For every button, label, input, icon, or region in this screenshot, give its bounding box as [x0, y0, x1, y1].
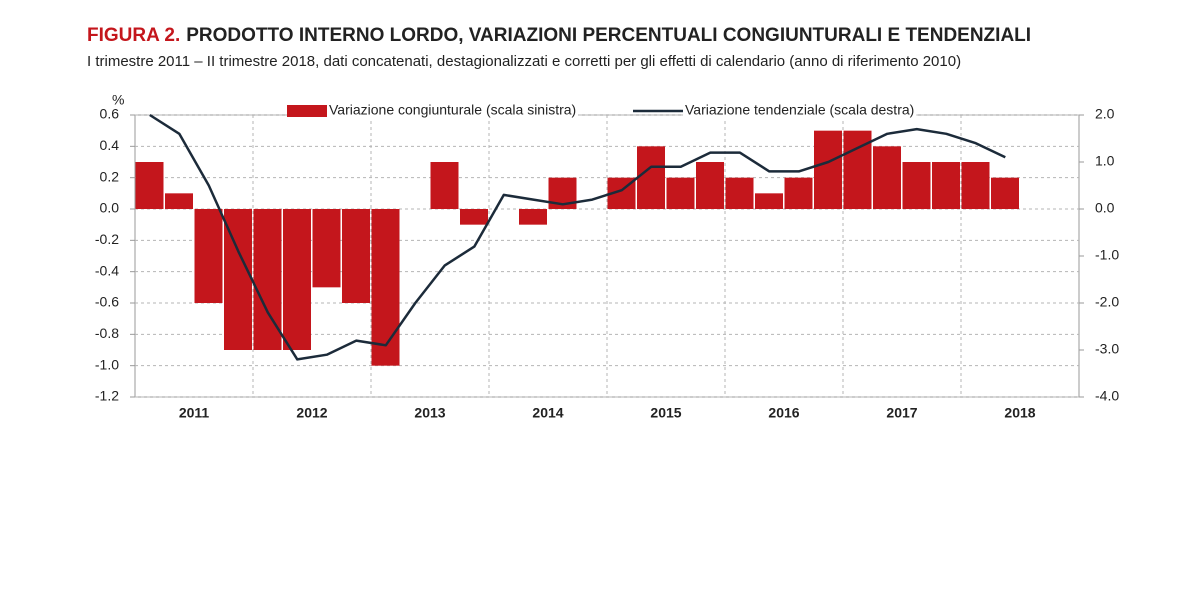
- bar: [902, 162, 931, 209]
- bar: [961, 162, 990, 209]
- bar: [460, 209, 488, 225]
- y2-tick-label: -4.0: [1095, 388, 1119, 404]
- bar: [784, 177, 813, 209]
- chart-subtitle: I trimestre 2011 – II trimestre 2018, da…: [87, 53, 961, 70]
- y-tick-label: -1.0: [95, 356, 119, 372]
- y-tick-label: -0.8: [95, 325, 119, 341]
- bar: [725, 177, 754, 209]
- legend-label: Variazione tendenziale (scala destra): [685, 102, 914, 118]
- bar: [519, 209, 547, 225]
- x-tick-label: 2016: [768, 405, 799, 421]
- bar: [165, 193, 193, 209]
- figure-label: FIGURA 2.: [87, 25, 180, 46]
- legend-bg: [683, 102, 917, 120]
- bar: [637, 146, 665, 209]
- y-tick-label: 0.4: [100, 137, 120, 153]
- bar: [755, 193, 783, 209]
- y-unit: %: [112, 92, 124, 108]
- bar: [430, 162, 459, 209]
- y-tick-label: 0.6: [100, 106, 120, 122]
- x-tick-label: 2017: [886, 405, 917, 421]
- y2-tick-label: -3.0: [1095, 341, 1119, 357]
- y-tick-label: -0.4: [95, 262, 119, 278]
- y-tick-label: -0.2: [95, 231, 119, 247]
- x-tick-label: 2012: [296, 405, 327, 421]
- legend-label: Variazione congiunturale (scala sinistra…: [329, 102, 576, 118]
- x-tick-label: 2015: [650, 405, 681, 421]
- bar: [312, 209, 341, 288]
- bar: [283, 209, 311, 350]
- bar: [666, 177, 695, 209]
- bar: [371, 209, 400, 366]
- bar: [814, 130, 842, 209]
- y2-tick-label: -1.0: [1095, 247, 1119, 263]
- line: [149, 113, 1006, 361]
- y-tick-label: 0.2: [100, 168, 120, 184]
- y-tick-label: -0.6: [95, 294, 119, 310]
- bar: [932, 162, 960, 209]
- y-tick-label: -1.2: [95, 388, 119, 404]
- chart-title: FIGURA 2. PRODOTTO INTERNO LORDO, VARIAZI…: [87, 25, 1031, 46]
- x-tick-label: 2011: [179, 405, 210, 421]
- bar: [696, 162, 724, 209]
- x-tick-label: 2014: [532, 405, 563, 421]
- x-tick-label: 2018: [1004, 405, 1035, 421]
- bar: [194, 209, 223, 303]
- y2-tick-label: 0.0: [1095, 200, 1115, 216]
- legend-swatch: [287, 105, 327, 117]
- legend-bg: [327, 102, 579, 120]
- y2-tick-label: -2.0: [1095, 294, 1119, 310]
- y2-tick-label: 2.0: [1095, 106, 1115, 122]
- bar: [991, 177, 1019, 209]
- bar: [135, 162, 164, 209]
- y2-tick-label: 1.0: [1095, 153, 1115, 169]
- bar: [342, 209, 370, 303]
- y-tick-label: 0.0: [100, 200, 120, 216]
- x-tick-label: 2013: [414, 405, 445, 421]
- bar: [873, 146, 901, 209]
- title-text: PRODOTTO INTERNO LORDO, VARIAZIONI PERCE…: [186, 25, 1031, 46]
